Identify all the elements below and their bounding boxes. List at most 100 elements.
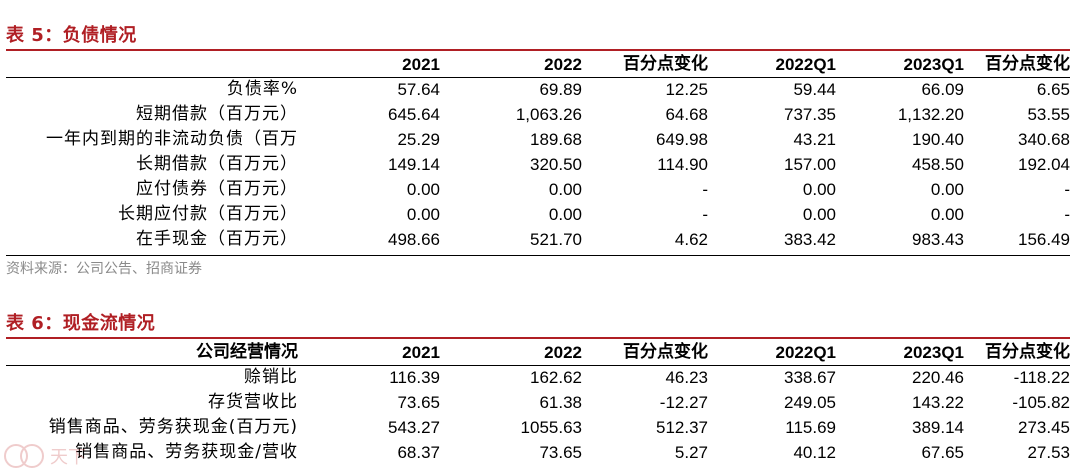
table5-cell: 156.49 [1018,230,1070,249]
table5-header-cell: 2022 [544,55,582,74]
table5-row: 在手现金（百万元） 498.66 521.70 4.62 383.42 983.43 156… [6,227,1070,252]
table5-cell: 43.21 [793,130,836,149]
table6-cell: 116.39 [389,368,440,387]
table5-row: 一年内到期的非流动负债（百万 25.29 189.68 649.98 43.21 190.… [6,127,1070,152]
table5-cell: - [702,205,708,224]
table5-cell: 1,132.20 [897,105,964,124]
table6-row-label: 赊销比 [244,367,298,387]
table6-header-cell: 2022Q1 [775,343,837,362]
table6-cell: 220.46 [912,368,964,387]
table6-row: 赊销比 116.39 162.62 46.23 338.67 220.46 -118.22 [6,365,1070,390]
table5-cell: 57.64 [397,80,440,99]
table6-header-rule [6,365,1070,366]
table5-cell: 737.35 [784,105,836,124]
table5-cell: 0.00 [406,205,440,224]
table5-cell: 458.50 [912,155,964,174]
table6-header-cell: 2022 [544,343,582,362]
table6-cell: 389.14 [912,418,964,437]
table6-row-label: 销售商品、劳务获现金(百万元) [48,417,298,437]
table6-cell: 143.22 [912,393,964,412]
table5-header-rule [6,77,1070,78]
table5-cell: 0.00 [802,205,836,224]
table5-cell: 645.64 [388,105,440,124]
table6-cell: 1055.63 [520,418,582,437]
table6-cell: 27.53 [1027,443,1070,462]
table6-cell: 115.69 [785,418,836,437]
table6-header-cell: 2023Q1 [903,343,965,362]
table5-cell: 649.98 [656,130,708,149]
table6-cell: -118.22 [1013,368,1070,387]
table5-cell: 190.40 [912,130,964,149]
table5-cell: 0.00 [930,205,964,224]
table6-row-label: 销售商品、劳务获现金/营收 [75,442,298,462]
table6-cell: 61.38 [539,393,582,412]
table6-cell: 68.37 [397,443,440,462]
table5-header-cell: 2023Q1 [903,55,965,74]
table5-header-cell: 2022Q1 [775,55,837,74]
table6-cell: 73.65 [397,393,440,412]
table5-cell: 0.00 [406,180,440,199]
table5-cell: 383.42 [784,230,836,249]
table5-row-label: 长期借款（百万元） [136,154,298,174]
table6-cell: 512.37 [656,418,708,437]
table5-cell: 12.25 [665,80,708,99]
table5-row-label: 负债率% [226,79,298,99]
table5-cell: 521.70 [530,230,582,249]
table5-caption: 表 5：负债情况 [6,25,137,46]
watermark-text: 天下 [50,447,86,468]
table6-header-cell: 百分点变化 [985,342,1070,362]
table5-cell: - [1064,180,1070,199]
table5-source: 资料来源：公司公告、招商证券 [6,261,202,277]
table5-cell: 25.29 [397,130,440,149]
table5-cell: 114.90 [657,155,708,174]
table6-header-cell: 百分点变化 [623,342,708,362]
table6-cell: 40.12 [793,443,836,462]
table6-row-label: 存货营收比 [208,392,298,412]
table6-cell: 5.27 [674,443,708,462]
table5-cell: 983.43 [912,230,964,249]
table5-cell: 149.14 [388,155,440,174]
table5-cell: 340.68 [1018,130,1070,149]
table5-header-cell [6,52,298,77]
table6-header-row: 公司经营情况 2021 2022 百分点变化 2022Q1 2023Q1 百分点… [6,340,1070,365]
table6: 公司经营情况 2021 2022 百分点变化 2022Q1 2023Q1 百分点… [6,340,1070,465]
table5-cell: 0.00 [548,180,582,199]
table6-header-cell: 公司经营情况 [196,342,298,362]
table6-cell: 67.65 [921,443,964,462]
table6-top-rule [6,337,1070,339]
table5-cell: 189.68 [530,130,582,149]
table5-cell: 0.00 [548,205,582,224]
table6-row: 销售商品、劳务获现金(百万元) 543.27 1055.63 512.37 115.69… [6,415,1070,440]
table5-header-cell: 2021 [402,55,440,74]
table5-cell: - [1064,205,1070,224]
table5-header-row: 2021 2022 百分点变化 2022Q1 2023Q1 百分点变化 [6,52,1070,77]
table5-row: 负债率% 57.64 69.89 12.25 59.44 66.09 6.65 [6,77,1070,102]
table5-cell: 320.50 [530,155,582,174]
table5-cell: 192.04 [1018,155,1070,174]
table5-cell: 53.55 [1027,105,1070,124]
table5-cell: 1,063.26 [515,105,582,124]
watermark-icon: 天下 [4,444,86,468]
table5-row: 短期借款（百万元） 645.64 1,063.26 64.68 737.35 1,132.… [6,102,1070,127]
table6-cell: 73.65 [539,443,582,462]
watermark-logo: 天下 [2,440,98,470]
table6-header-cell: 2021 [402,343,440,362]
table5-bottom-rule [6,255,1070,256]
table5-cell: 6.65 [1036,80,1070,99]
table5-cell: 157.00 [784,155,836,174]
table5-cell: 59.44 [793,80,836,99]
table6-caption: 表 6：现金流情况 [6,313,156,334]
table5-cell: 64.68 [665,105,708,124]
table5-row: 长期应付款（百万元） 0.00 0.00 - 0.00 0.00 - [6,202,1070,227]
table5-row-label: 长期应付款（百万元） [118,204,298,224]
table5-cell: 4.62 [674,230,708,249]
table6-row: 销售商品、劳务获现金/营收 68.37 73.65 5.27 40.12 67.65 27.… [6,440,1070,465]
table5-header-cell: 百分点变化 [623,54,708,74]
table5-header-cell: 百分点变化 [985,54,1070,74]
table6-cell: -12.27 [659,393,708,412]
table5-cell: 66.09 [921,80,964,99]
table6-cell: 249.05 [784,393,836,412]
table5-cell: 69.89 [539,80,582,99]
table6-cell: -105.82 [1012,393,1070,412]
table5-row-label: 短期借款（百万元） [136,104,298,124]
